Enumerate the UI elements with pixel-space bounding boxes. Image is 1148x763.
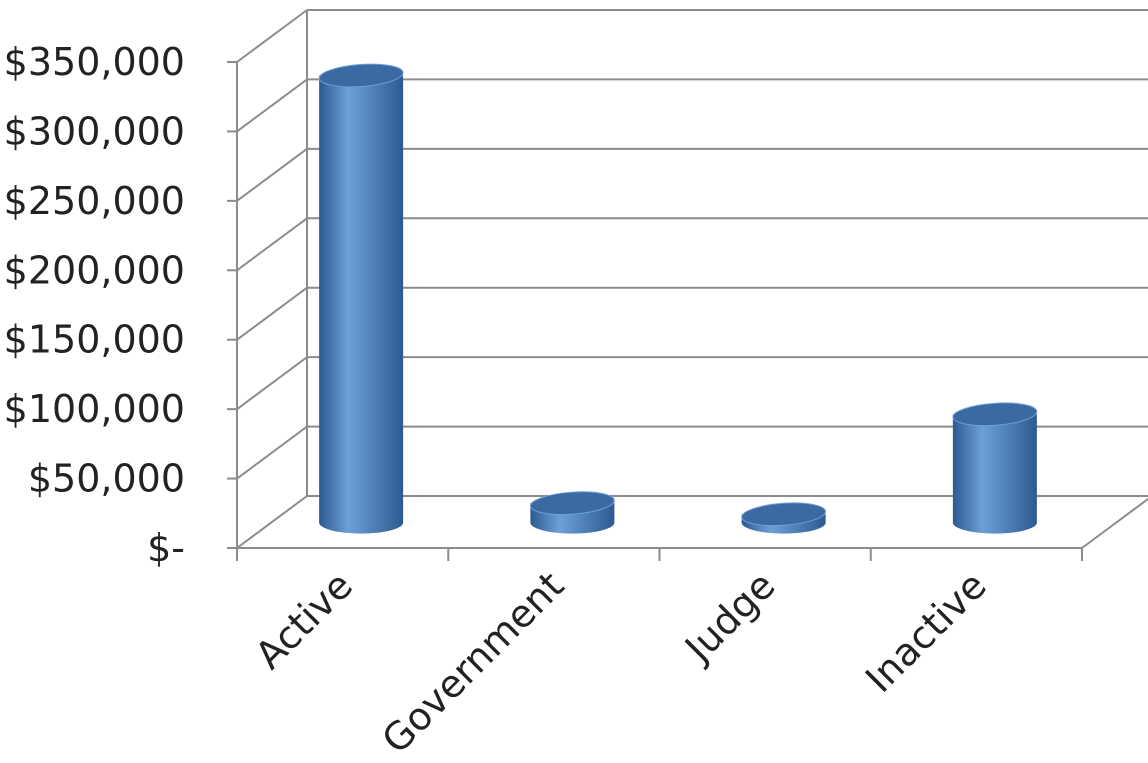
y-tick-label: $350,000 (4, 40, 185, 84)
x-tick-label: Judge (675, 563, 783, 671)
floor-right-edge (1081, 497, 1148, 549)
gridline-side (236, 78, 308, 133)
y-tick-label: $150,000 (4, 318, 185, 362)
x-axis-tick-labels: Active Government Judge Inactive (247, 563, 995, 762)
bar-body (952, 414, 1037, 534)
y-tick-label: $100,000 (4, 387, 185, 431)
y-tick-label: $200,000 (4, 248, 185, 292)
x-tick-label: Active (247, 563, 361, 677)
axes (227, 61, 1148, 561)
bar-body (319, 75, 404, 534)
y-axis-tick-labels: $350,000 $300,000 $250,000 $200,000 $150,000… (4, 40, 185, 570)
gridline-side (236, 217, 308, 272)
bar-judge (741, 502, 827, 534)
x-tick-label: Government (374, 563, 573, 758)
gridline-side (236, 286, 308, 341)
y-tick-label: $300,000 (4, 109, 185, 153)
gridline-side (236, 148, 308, 202)
gridline-side (236, 356, 308, 410)
y-tick-label: $50,000 (28, 457, 185, 501)
y-tick-label: $- (147, 526, 185, 570)
x-tick-label: Inactive (857, 563, 995, 701)
gridline-side (236, 425, 308, 480)
bar-government (529, 491, 615, 534)
bar-top (952, 402, 1038, 427)
bar-top (529, 491, 615, 516)
bar-inactive (952, 402, 1038, 534)
bar-active (318, 63, 404, 534)
bar-top (741, 502, 827, 527)
gridline-side (236, 495, 308, 549)
bars (318, 63, 1038, 534)
bar-top (318, 63, 404, 88)
gridline-side (236, 9, 308, 63)
y-tick-label: $250,000 (4, 179, 185, 223)
